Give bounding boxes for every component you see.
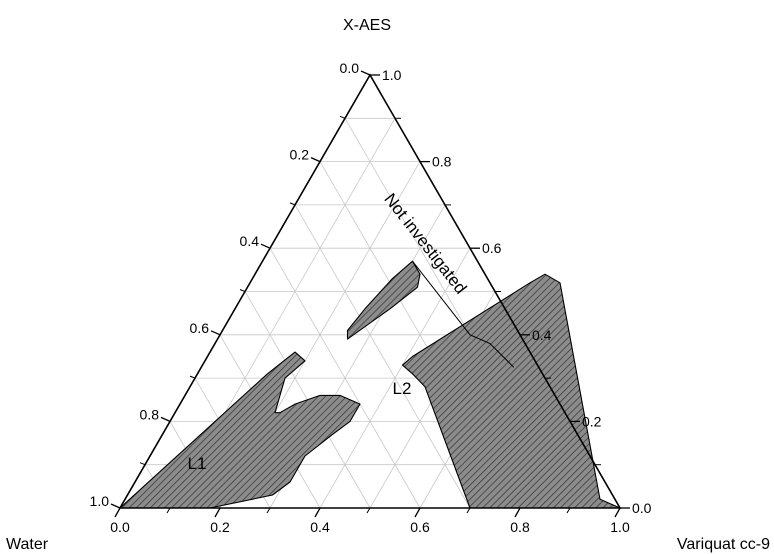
bottom-edge-tick <box>214 507 221 518</box>
left-edge-tick-label: 0.6 <box>190 320 210 336</box>
left-edge-tick <box>260 243 271 249</box>
bottom-edge-tick <box>414 507 421 518</box>
bottom-edge-minor-tick <box>566 507 571 514</box>
left-edge-tick <box>310 157 321 163</box>
left-edge-tick-label: 1.0 <box>90 493 110 509</box>
grid-line <box>269 247 421 509</box>
bottom-edge-tick-label: 0.4 <box>310 519 330 535</box>
left-edge-tick-label: 0.2 <box>290 147 310 163</box>
phase-region-l1 <box>119 351 361 509</box>
left-edge-minor-tick <box>339 115 346 119</box>
not-investigated-boundary <box>412 260 515 368</box>
left-edge-tick <box>160 416 171 422</box>
bottom-edge-tick <box>514 507 521 518</box>
left-edge-tick-label: 0.4 <box>240 233 260 249</box>
bottom-edge-minor-tick <box>366 507 371 514</box>
bottom-edge-tick-label: 0.0 <box>110 519 130 535</box>
left-edge-tick <box>360 70 371 76</box>
left-edge-minor-tick <box>189 375 196 379</box>
bottom-edge-tick <box>614 507 621 518</box>
bottom-edge-minor-tick <box>266 507 271 514</box>
bottom-edge-tick-label: 1.0 <box>610 519 630 535</box>
right-edge-tick-label: 1.0 <box>382 67 402 83</box>
right-edge-tick-label: 0.6 <box>482 240 502 256</box>
right-edge-tick-label: 0.2 <box>582 413 602 429</box>
bottom-edge-minor-tick <box>466 507 471 514</box>
bottom-edge-tick-labels: 0.0 0.2 0.4 0.6 0.8 1.0 <box>110 519 630 535</box>
phase-region-upper-left <box>346 260 421 340</box>
bottom-edge-tick <box>314 507 321 518</box>
phase-regions <box>119 260 621 509</box>
left-edge-tick-label: 0.8 <box>140 406 160 422</box>
bottom-edge-minor-tick <box>166 507 171 514</box>
left-edge-tick <box>110 503 121 509</box>
vertex-label-left: Water <box>6 536 49 553</box>
tick-marks <box>110 70 630 518</box>
right-edge-tick-labels: 1.0 0.8 0.6 0.4 0.2 0.0 <box>382 67 652 516</box>
bottom-edge-tick-label: 0.2 <box>210 519 230 535</box>
region-label-l1: L1 <box>188 454 207 473</box>
left-edge-tick-labels: 0.0 0.2 0.4 0.6 0.8 1.0 <box>90 60 360 509</box>
right-edge-tick-label: 0.0 <box>632 500 652 516</box>
bottom-edge-tick <box>114 507 121 518</box>
grid-line <box>294 204 471 509</box>
vertex-label-top: X-AES <box>343 17 391 34</box>
left-edge-minor-tick <box>139 462 146 466</box>
left-edge-minor-tick <box>289 202 296 206</box>
bottom-edge-tick-label: 0.6 <box>410 519 430 535</box>
bottom-edge-tick-label: 0.8 <box>510 519 530 535</box>
phase-region-l2 <box>401 273 621 509</box>
region-label-l2: L2 <box>393 379 412 398</box>
left-edge-tick <box>210 330 221 336</box>
vertex-label-right: Variquat cc-9 <box>677 536 770 553</box>
right-edge-tick-label: 0.4 <box>532 327 552 343</box>
left-edge-tick-label: 0.0 <box>340 60 360 76</box>
left-edge-minor-tick <box>239 289 246 292</box>
right-edge-tick-label: 0.8 <box>432 154 452 170</box>
